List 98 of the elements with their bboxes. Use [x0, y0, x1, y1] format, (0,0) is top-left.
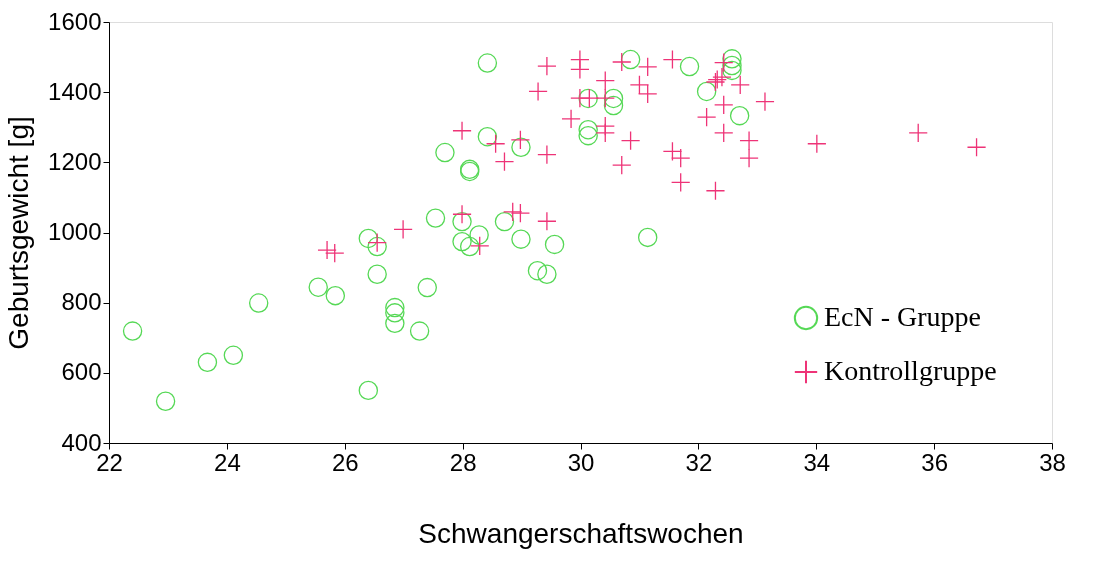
- y-axis-title: Geburtsgewicht [g]: [3, 116, 35, 350]
- point: [595, 123, 615, 143]
- point: [325, 243, 345, 263]
- point: [308, 277, 328, 297]
- point: [485, 134, 506, 154]
- point: [417, 277, 437, 298]
- point: [679, 56, 700, 77]
- point: [477, 127, 498, 147]
- point: [409, 321, 430, 341]
- point: [452, 211, 472, 232]
- point: [122, 321, 143, 341]
- point: [620, 130, 641, 151]
- point: [494, 211, 515, 232]
- point: [705, 181, 726, 201]
- point: [155, 391, 176, 411]
- y-tick-label: 600: [61, 358, 102, 386]
- point: [722, 60, 742, 81]
- point: [469, 225, 489, 245]
- point: [502, 202, 523, 222]
- point: [722, 49, 742, 69]
- point: [713, 52, 734, 73]
- point: [248, 293, 269, 313]
- point: [670, 172, 691, 193]
- point: [452, 121, 472, 141]
- y-tick-label: 1600: [48, 7, 102, 35]
- point: [730, 75, 750, 95]
- x-tick-label: 34: [803, 448, 831, 476]
- point: [317, 240, 337, 260]
- point: [713, 95, 734, 115]
- x-tick-label: 38: [1039, 448, 1066, 476]
- legend-label: Kontrollgruppe: [824, 355, 997, 386]
- point: [452, 231, 472, 252]
- point: [358, 228, 379, 249]
- y-tick-label: 1200: [48, 147, 102, 175]
- point: [755, 91, 775, 112]
- point: [510, 203, 531, 223]
- point: [578, 125, 598, 146]
- x-tick-label: 36: [921, 448, 948, 476]
- point: [570, 59, 590, 80]
- point: [325, 285, 346, 306]
- point: [511, 137, 531, 157]
- point: [966, 137, 987, 157]
- point: [561, 109, 581, 129]
- point: [544, 234, 565, 255]
- point: [510, 130, 531, 150]
- point: [527, 261, 548, 281]
- x-tick-label: 30: [567, 448, 595, 476]
- point: [223, 345, 244, 366]
- point: [578, 119, 598, 140]
- point: [367, 264, 387, 284]
- point: [637, 227, 658, 248]
- point: [528, 81, 548, 102]
- point: [612, 155, 632, 175]
- y-tick-label: 1000: [48, 218, 102, 245]
- point: [603, 88, 624, 109]
- point: [393, 219, 413, 240]
- point: [637, 57, 658, 77]
- x-tick-label: 32: [685, 448, 713, 476]
- x-axis-title: Schwangerschaftswochen: [418, 517, 744, 549]
- point: [511, 229, 531, 249]
- point: [713, 123, 734, 143]
- point: [197, 352, 218, 373]
- x-tick-label: 28: [449, 448, 477, 476]
- point: [722, 55, 742, 76]
- point: [537, 144, 557, 165]
- point: [385, 303, 405, 323]
- point: [712, 67, 732, 87]
- point: [595, 70, 615, 91]
- point: [807, 134, 827, 154]
- point: [696, 81, 717, 102]
- point: [729, 105, 750, 126]
- point: [459, 236, 480, 257]
- point: [739, 148, 759, 168]
- point: [358, 380, 379, 401]
- point: [452, 204, 472, 224]
- legend-label: EcN - Gruppe: [824, 301, 982, 332]
- point: [612, 52, 632, 72]
- x-tick-label: 26: [331, 448, 359, 476]
- point: [469, 236, 490, 256]
- point: [537, 56, 557, 76]
- point: [620, 49, 641, 70]
- point: [908, 123, 928, 143]
- point: [537, 211, 557, 232]
- point: [385, 313, 405, 334]
- point: [603, 95, 624, 116]
- point: [477, 53, 498, 73]
- point: [595, 88, 615, 108]
- x-tick-label: 24: [214, 448, 241, 476]
- point: [696, 107, 717, 127]
- point: [662, 49, 683, 70]
- point: [435, 142, 455, 163]
- y-tick-label: 800: [61, 288, 102, 316]
- point: [385, 297, 405, 318]
- point: [537, 264, 557, 284]
- point: [425, 208, 446, 228]
- point: [739, 130, 759, 151]
- point: [494, 151, 515, 172]
- y-tick-label: 1400: [48, 77, 102, 105]
